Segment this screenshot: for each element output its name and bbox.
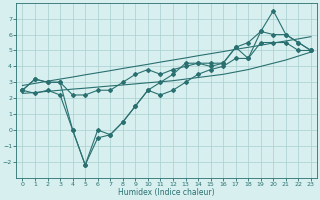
X-axis label: Humidex (Indice chaleur): Humidex (Indice chaleur) bbox=[118, 188, 215, 197]
